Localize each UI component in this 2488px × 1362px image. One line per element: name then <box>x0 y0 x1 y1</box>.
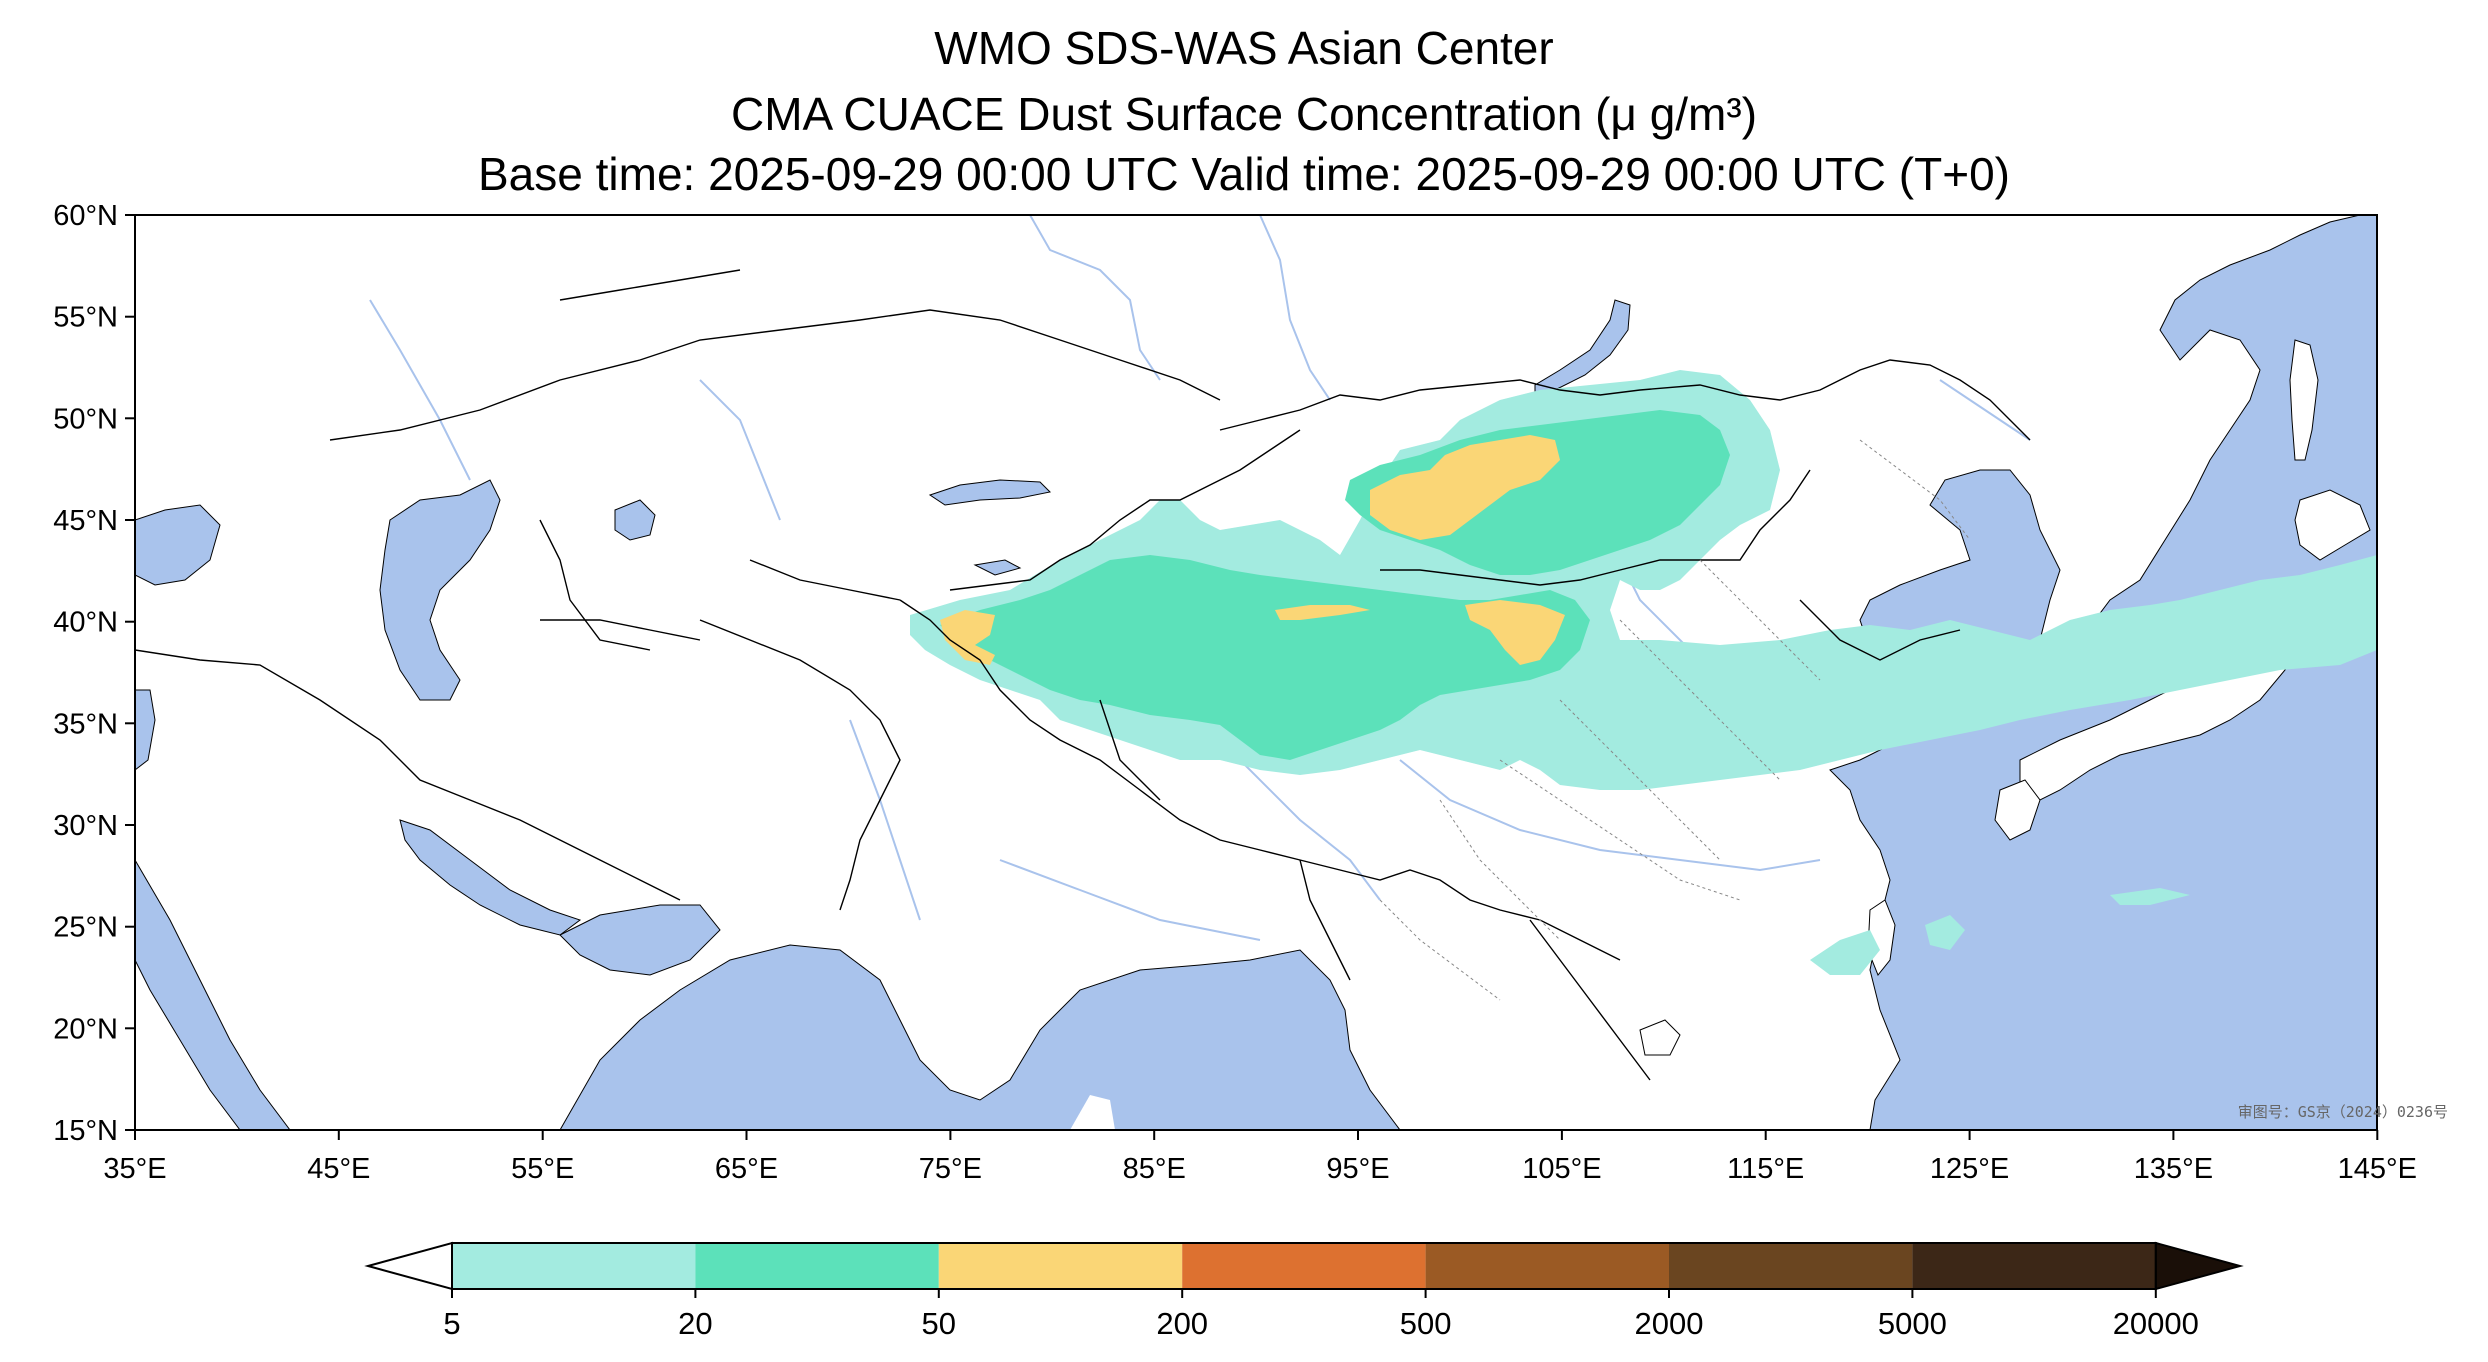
map-frame <box>134 214 2378 1131</box>
lon-tick-label: 145°E <box>2338 1153 2417 1185</box>
lat-tick-label: 45°N <box>53 505 118 537</box>
colorbar-label: 500 <box>1400 1306 1452 1341</box>
dust-contours <box>910 370 2377 975</box>
lat-tick-label: 35°N <box>53 708 118 740</box>
lake-balkhash <box>928 479 1052 506</box>
colorbar-label: 2000 <box>1635 1306 1704 1341</box>
title-line-1: WMO SDS-WAS Asian Center <box>934 22 1554 74</box>
colorbar: 5 20 50 200 500 2000 5000 20000 <box>364 1241 2244 1341</box>
colorbar-frame <box>451 1242 2157 1290</box>
lat-tick-marks <box>125 214 135 1131</box>
lat-tick-label: 15°N <box>53 1115 118 1147</box>
colorbar-label: 200 <box>1156 1306 1208 1341</box>
lake-issyk-kul <box>973 559 1022 576</box>
lon-tick-label: 65°E <box>715 1153 778 1185</box>
dust-level-5-ryukyu <box>1925 915 1965 950</box>
dust-level-20-main <box>940 555 1590 760</box>
lon-tick-label: 55°E <box>511 1153 574 1185</box>
lon-tick-label: 115°E <box>1727 1153 1804 1185</box>
lon-tick-label: 75°E <box>919 1153 982 1185</box>
lat-tick-label: 40°N <box>53 607 118 639</box>
caspian-sea <box>379 479 501 701</box>
lon-tick-label: 45°E <box>307 1153 370 1185</box>
colorbar-label: 5 <box>443 1306 460 1341</box>
colorbar-segment <box>695 1243 939 1289</box>
lon-tick-label: 95°E <box>1326 1153 1389 1185</box>
map-plot-area <box>135 215 2377 1130</box>
colorbar-segment <box>1669 1243 1913 1289</box>
colorbar-segment <box>452 1243 696 1289</box>
lon-tick-label: 105°E <box>1522 1153 1601 1185</box>
dust-level-50-tarim-west <box>1275 605 1370 620</box>
dust-level-5-taiwan <box>1810 930 1880 975</box>
dust-level-50-kashgar <box>940 610 995 665</box>
lat-tick-label: 25°N <box>53 912 118 944</box>
lon-tick-label: 85°E <box>1123 1153 1186 1185</box>
colorbar-segment <box>938 1243 1183 1289</box>
lat-tick-label: 30°N <box>53 810 118 842</box>
gulf-of-oman <box>559 904 721 976</box>
lon-tick-label: 135°E <box>2134 1153 2213 1185</box>
dust-level-50-mongolia <box>1370 435 1560 540</box>
hainan-island <box>1639 1019 1681 1056</box>
japan-kyushu <box>1994 779 2041 841</box>
aral-sea <box>614 499 656 541</box>
lat-tick-label: 50°N <box>53 403 118 435</box>
colorbar-label: 20 <box>678 1306 712 1341</box>
colorbar-tick-marks <box>451 1289 2157 1298</box>
lon-tick-label: 35°E <box>103 1153 166 1185</box>
colorbar-label: 50 <box>922 1306 956 1341</box>
red-sea <box>135 859 291 1130</box>
lat-tick-labels: 60°N 55°N 50°N 45°N 40°N 35°N 30°N 25°N … <box>53 200 118 1147</box>
sakhalin-island <box>2289 339 2319 461</box>
sri-lanka-land <box>1070 1095 1115 1130</box>
map-approval-number: 审图号：GS京（2024）0236号 <box>2238 1103 2448 1121</box>
colorbar-label: 5000 <box>1878 1306 1947 1341</box>
lat-tick-label: 60°N <box>53 200 118 232</box>
dust-level-50-tarim-east <box>1465 600 1565 665</box>
lon-tick-label: 125°E <box>1930 1153 2009 1185</box>
black-sea <box>135 504 221 586</box>
title-line-3: Base time: 2025-09-29 00:00 UTC Valid ti… <box>478 148 2010 200</box>
title-line-2: CMA CUACE Dust Surface Concentration (μ … <box>730 88 1758 140</box>
colorbar-segment <box>1912 1243 2156 1289</box>
country-borders <box>135 269 2031 1081</box>
colorbar-segment <box>1182 1243 1426 1289</box>
japan-hokkaido <box>2294 489 2371 561</box>
lat-tick-label: 55°N <box>53 302 118 334</box>
colorbar-over-arrow <box>2154 1241 2244 1291</box>
indian-ocean <box>559 944 1401 1130</box>
colorbar-label: 20000 <box>2113 1306 2199 1341</box>
dust-level-5-pacific <box>2110 888 2190 905</box>
colorbar-segment <box>1425 1243 1669 1289</box>
lon-tick-marks <box>134 1130 2379 1140</box>
lat-tick-label: 20°N <box>53 1013 118 1045</box>
mediterranean-sea <box>135 689 156 771</box>
colorbar-under-arrow <box>364 1241 453 1291</box>
province-borders <box>1379 439 1971 1001</box>
lon-tick-labels: 35°E 45°E 55°E 65°E 75°E 85°E 95°E 105°E… <box>103 1153 2417 1185</box>
